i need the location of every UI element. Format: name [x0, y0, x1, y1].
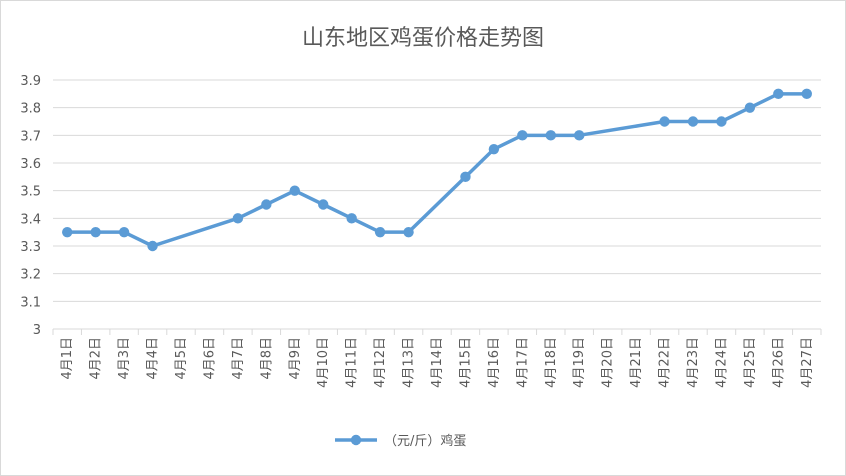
y-tick-label: 3.9 [20, 74, 41, 89]
x-tick-label: 4月4日 [146, 337, 161, 380]
data-point [716, 116, 727, 127]
x-tick-label: 4月1日 [60, 337, 75, 380]
x-tick-label: 4月19日 [572, 337, 587, 388]
data-point [517, 130, 528, 141]
legend: （元/斤）鸡蛋 [335, 433, 466, 449]
x-tick-label: 4月21日 [629, 337, 644, 388]
series-line [65, 92, 809, 248]
data-point [488, 143, 500, 155]
x-tick-label: 4月8日 [259, 337, 274, 380]
data-point [460, 171, 471, 183]
data-point [801, 88, 812, 100]
x-tick-label: 4月26日 [771, 337, 786, 388]
x-tick-label: 4月15日 [458, 337, 473, 388]
x-tick-label: 4月6日 [202, 337, 217, 380]
x-tick-label: 4月13日 [402, 337, 417, 388]
x-tick-label: 4月23日 [686, 337, 701, 388]
x-tick-label: 4月5日 [174, 337, 189, 380]
data-point [62, 226, 73, 238]
data-point [147, 240, 158, 252]
data-point [574, 130, 585, 141]
x-tick-label: 4月27日 [800, 337, 815, 388]
x-tick-label: 4月2日 [89, 337, 104, 380]
gridlines [53, 79, 821, 330]
x-tick-label: 4月9日 [288, 337, 303, 380]
data-point [232, 213, 244, 224]
x-tick-label: 4月25日 [743, 337, 758, 388]
legend-label: （元/斤）鸡蛋 [384, 433, 466, 449]
x-tick-label: 4月10日 [316, 337, 331, 388]
x-tick-label: 4月11日 [345, 337, 360, 388]
y-axis-ticks: 3 3.1 3.2 3.3 3.4 3.5 3.6 3.7 3.8 3.9 [20, 74, 41, 338]
x-tick-label: 4月3日 [117, 337, 132, 380]
x-tick-label: 4月22日 [658, 337, 673, 388]
x-axis: 4月1日 4月2日 4月3日 4月4日 4月5日 4月6日 4月7日 4月8日 4月9日 4月10… [52, 329, 822, 388]
x-tick-label: 4月24日 [714, 337, 729, 388]
data-point [744, 102, 756, 113]
y-tick-label: 3.7 [20, 129, 41, 144]
data-point [403, 226, 414, 238]
data-point [687, 116, 699, 127]
x-tick-label: 4月12日 [373, 337, 388, 388]
x-tick-label: 4月17日 [515, 337, 530, 388]
data-point [346, 213, 357, 224]
x-tick-label: 4月16日 [487, 337, 502, 388]
y-tick-label: 3.2 [20, 268, 41, 283]
data-point [261, 199, 272, 210]
y-tick-label: 3.8 [20, 102, 41, 117]
data-point [773, 88, 784, 100]
y-tick-label: 3.3 [20, 240, 41, 255]
y-tick-label: 3.5 [20, 185, 41, 200]
data-point [289, 185, 300, 196]
data-point [659, 116, 670, 127]
x-tick-label: 4月14日 [430, 337, 445, 388]
x-tick-label: 4月7日 [231, 337, 246, 380]
data-point [374, 226, 386, 238]
data-point [90, 226, 101, 238]
x-tick-label: 4月20日 [601, 337, 616, 388]
y-tick-label: 3.4 [20, 212, 41, 227]
data-point [318, 199, 329, 210]
legend-marker-swatch [350, 434, 362, 446]
series-layer [62, 88, 812, 252]
y-tick-label: 3.6 [20, 157, 41, 172]
x-tick-label: 4月18日 [544, 337, 559, 388]
chart-title: 山东地区鸡蛋价格走势图 [302, 26, 544, 51]
data-point [545, 130, 556, 141]
y-tick-label: 3.1 [20, 295, 41, 310]
data-point [118, 226, 130, 238]
y-tick-label: 3 [33, 323, 41, 338]
